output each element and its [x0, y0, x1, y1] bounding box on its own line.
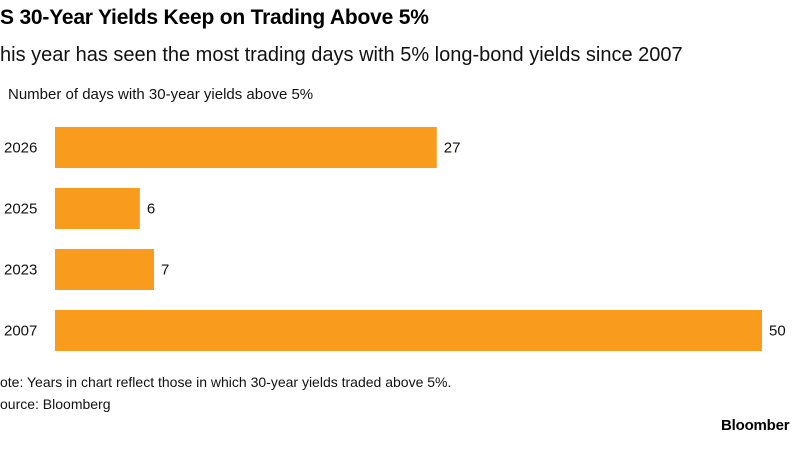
chart-source: ource: Bloomberg: [0, 396, 111, 412]
bar-chart: 2026 27 2025 6 2023 7 2007 50: [4, 127, 786, 351]
bar-2023: [55, 249, 154, 290]
category-label-2026: 2026: [4, 140, 37, 157]
bar-2025: [55, 188, 140, 229]
category-label-2007: 2007: [4, 323, 37, 340]
category-label-2023: 2023: [4, 262, 37, 279]
bar-2026: [55, 127, 437, 168]
chart-subtitle: his year has seen the most trading days …: [0, 44, 683, 66]
chart-title: S 30-Year Yields Keep on Trading Above 5…: [0, 6, 429, 29]
category-label-2025: 2025: [4, 201, 37, 218]
value-label-2007: 50: [769, 323, 786, 340]
value-label-2025: 6: [147, 201, 155, 218]
axis-label: Number of days with 30-year yields above…: [8, 86, 314, 103]
bloomberg-logo: Bloomber: [721, 417, 790, 434]
bar-2007: [55, 310, 762, 351]
chart-note: ote: Years in chart reflect those in whi…: [0, 374, 452, 390]
value-label-2026: 27: [444, 140, 461, 157]
value-label-2023: 7: [161, 262, 169, 279]
